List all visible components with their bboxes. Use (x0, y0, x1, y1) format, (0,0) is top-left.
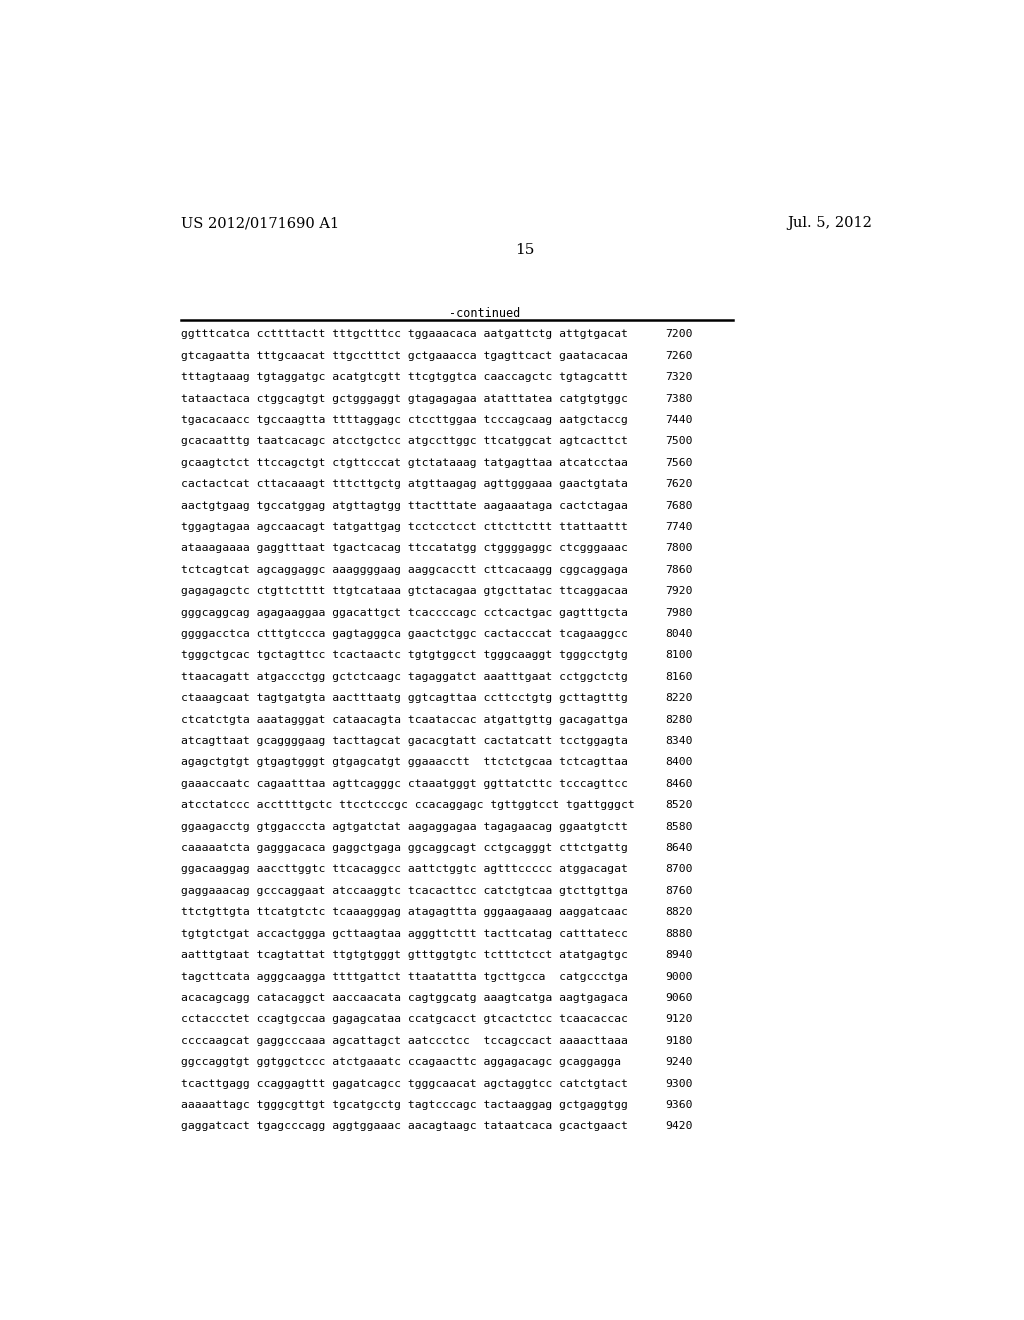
Text: 15: 15 (515, 243, 535, 257)
Text: 7620: 7620 (665, 479, 692, 490)
Text: tagcttcata agggcaagga ttttgattct ttaatattta tgcttgcca  catgccctga: tagcttcata agggcaagga ttttgattct ttaatat… (180, 972, 628, 982)
Text: 8460: 8460 (665, 779, 692, 789)
Text: gtcagaatta tttgcaacat ttgcctttct gctgaaacca tgagttcact gaatacacaa: gtcagaatta tttgcaacat ttgcctttct gctgaaa… (180, 351, 628, 360)
Text: US 2012/0171690 A1: US 2012/0171690 A1 (180, 216, 339, 230)
Text: 8340: 8340 (665, 737, 692, 746)
Text: 7740: 7740 (665, 521, 692, 532)
Text: tgacacaacc tgccaagtta ttttaggagc ctccttggaa tcccagcaag aatgctaccg: tgacacaacc tgccaagtta ttttaggagc ctccttg… (180, 414, 628, 425)
Text: 9180: 9180 (665, 1036, 692, 1045)
Text: agagctgtgt gtgagtgggt gtgagcatgt ggaaacctt  ttctctgcaa tctcagttaa: agagctgtgt gtgagtgggt gtgagcatgt ggaaacc… (180, 758, 628, 767)
Text: 8640: 8640 (665, 843, 692, 853)
Text: 7800: 7800 (665, 544, 692, 553)
Text: ttctgttgta ttcatgtctc tcaaagggag atagagttta gggaagaaag aaggatcaac: ttctgttgta ttcatgtctc tcaaagggag atagagt… (180, 907, 628, 917)
Text: ttaacagatt atgaccctgg gctctcaagc tagaggatct aaatttgaat cctggctctg: ttaacagatt atgaccctgg gctctcaagc tagagga… (180, 672, 628, 682)
Text: gagagagctc ctgttctttt ttgtcataaa gtctacagaa gtgcttatac ttcaggacaa: gagagagctc ctgttctttt ttgtcataaa gtctaca… (180, 586, 628, 597)
Text: 8580: 8580 (665, 821, 692, 832)
Text: 8280: 8280 (665, 714, 692, 725)
Text: caaaaatcta gagggacaca gaggctgaga ggcaggcagt cctgcagggt cttctgattg: caaaaatcta gagggacaca gaggctgaga ggcaggc… (180, 843, 628, 853)
Text: 7560: 7560 (665, 458, 692, 467)
Text: 7440: 7440 (665, 414, 692, 425)
Text: 7200: 7200 (665, 330, 692, 339)
Text: gaggatcact tgagcccagg aggtggaaac aacagtaagc tataatcaca gcactgaact: gaggatcact tgagcccagg aggtggaaac aacagta… (180, 1122, 628, 1131)
Text: acacagcagg catacaggct aaccaacata cagtggcatg aaagtcatga aagtgagaca: acacagcagg catacaggct aaccaacata cagtggc… (180, 993, 628, 1003)
Text: tggagtagaa agccaacagt tatgattgag tcctcctcct cttcttcttt ttattaattt: tggagtagaa agccaacagt tatgattgag tcctcct… (180, 521, 628, 532)
Text: ggtttcatca ccttttactt tttgctttcc tggaaacaca aatgattctg attgtgacat: ggtttcatca ccttttactt tttgctttcc tggaaac… (180, 330, 628, 339)
Text: 8100: 8100 (665, 651, 692, 660)
Text: 8940: 8940 (665, 950, 692, 960)
Text: atcagttaat gcaggggaag tacttagcat gacacgtatt cactatcatt tcctggagta: atcagttaat gcaggggaag tacttagcat gacacgt… (180, 737, 628, 746)
Text: 7320: 7320 (665, 372, 692, 383)
Text: ggggacctca ctttgtccca gagtagggca gaactctggc cactacccat tcagaaggcc: ggggacctca ctttgtccca gagtagggca gaactct… (180, 630, 628, 639)
Text: gcaagtctct ttccagctgt ctgttcccat gtctataaag tatgagttaa atcatcctaa: gcaagtctct ttccagctgt ctgttcccat gtctata… (180, 458, 628, 467)
Text: 7500: 7500 (665, 437, 692, 446)
Text: ctcatctgta aaatagggat cataacagta tcaataccac atgattgttg gacagattga: ctcatctgta aaatagggat cataacagta tcaatac… (180, 714, 628, 725)
Text: tctcagtcat agcaggaggc aaaggggaag aaggcacctt cttcacaagg cggcaggaga: tctcagtcat agcaggaggc aaaggggaag aaggcac… (180, 565, 628, 574)
Text: aaaaattagc tgggcgttgt tgcatgcctg tagtcccagc tactaaggag gctgaggtgg: aaaaattagc tgggcgttgt tgcatgcctg tagtccc… (180, 1100, 628, 1110)
Text: cactactcat cttacaaagt tttcttgctg atgttaagag agttgggaaa gaactgtata: cactactcat cttacaaagt tttcttgctg atgttaa… (180, 479, 628, 490)
Text: 8040: 8040 (665, 630, 692, 639)
Text: gaaaccaatc cagaatttaa agttcagggc ctaaatgggt ggttatcttc tcccagttcc: gaaaccaatc cagaatttaa agttcagggc ctaaatg… (180, 779, 628, 789)
Text: ggaagacctg gtggacccta agtgatctat aagaggagaa tagagaacag ggaatgtctt: ggaagacctg gtggacccta agtgatctat aagagga… (180, 821, 628, 832)
Text: 8880: 8880 (665, 929, 692, 939)
Text: 8520: 8520 (665, 800, 692, 810)
Text: 9000: 9000 (665, 972, 692, 982)
Text: aatttgtaat tcagtattat ttgtgtgggt gtttggtgtc tctttctcct atatgagtgc: aatttgtaat tcagtattat ttgtgtgggt gtttggt… (180, 950, 628, 960)
Text: 7860: 7860 (665, 565, 692, 574)
Text: gaggaaacag gcccaggaat atccaaggtc tcacacttcc catctgtcaa gtcttgttga: gaggaaacag gcccaggaat atccaaggtc tcacact… (180, 886, 628, 896)
Text: ctaaagcaat tagtgatgta aactttaatg ggtcagttaa ccttcctgtg gcttagtttg: ctaaagcaat tagtgatgta aactttaatg ggtcagt… (180, 693, 628, 704)
Text: 8160: 8160 (665, 672, 692, 682)
Text: gggcaggcag agagaaggaa ggacattgct tcaccccagc cctcactgac gagtttgcta: gggcaggcag agagaaggaa ggacattgct tcacccc… (180, 607, 628, 618)
Text: 7680: 7680 (665, 500, 692, 511)
Text: tgtgtctgat accactggga gcttaagtaa agggttcttt tacttcatag catttatecc: tgtgtctgat accactggga gcttaagtaa agggttc… (180, 929, 628, 939)
Text: tataactaca ctggcagtgt gctgggaggt gtagagagaa atatttatea catgtgtggc: tataactaca ctggcagtgt gctgggaggt gtagaga… (180, 393, 628, 404)
Text: -continued: -continued (449, 308, 520, 319)
Text: ggacaaggag aaccttggtc ttcacaggcc aattctggtc agtttccccc atggacagat: ggacaaggag aaccttggtc ttcacaggcc aattctg… (180, 865, 628, 874)
Text: 9300: 9300 (665, 1078, 692, 1089)
Text: 7380: 7380 (665, 393, 692, 404)
Text: ataaagaaaa gaggtttaat tgactcacag ttccatatgg ctggggaggc ctcgggaaac: ataaagaaaa gaggtttaat tgactcacag ttccata… (180, 544, 628, 553)
Text: Jul. 5, 2012: Jul. 5, 2012 (787, 216, 872, 230)
Text: 7920: 7920 (665, 586, 692, 597)
Text: 8220: 8220 (665, 693, 692, 704)
Text: ccccaagcat gaggcccaaa agcattagct aatccctcc  tccagccact aaaacttaaa: ccccaagcat gaggcccaaa agcattagct aatccct… (180, 1036, 628, 1045)
Text: atcctatccc accttttgctc ttcctcccgc ccacaggagc tgttggtcct tgattgggct: atcctatccc accttttgctc ttcctcccgc ccacag… (180, 800, 635, 810)
Text: 7260: 7260 (665, 351, 692, 360)
Text: tttagtaaag tgtaggatgc acatgtcgtt ttcgtggtca caaccagctc tgtagcattt: tttagtaaag tgtaggatgc acatgtcgtt ttcgtgg… (180, 372, 628, 383)
Text: 9360: 9360 (665, 1100, 692, 1110)
Text: 7980: 7980 (665, 607, 692, 618)
Text: 9060: 9060 (665, 993, 692, 1003)
Text: tgggctgcac tgctagttcc tcactaactc tgtgtggcct tgggcaaggt tgggcctgtg: tgggctgcac tgctagttcc tcactaactc tgtgtgg… (180, 651, 628, 660)
Text: ggccaggtgt ggtggctccc atctgaaatc ccagaacttc aggagacagc gcaggagga: ggccaggtgt ggtggctccc atctgaaatc ccagaac… (180, 1057, 621, 1067)
Text: 8700: 8700 (665, 865, 692, 874)
Text: 8820: 8820 (665, 907, 692, 917)
Text: aactgtgaag tgccatggag atgttagtgg ttactttate aagaaataga cactctagaa: aactgtgaag tgccatggag atgttagtgg ttacttt… (180, 500, 628, 511)
Text: 9420: 9420 (665, 1122, 692, 1131)
Text: gcacaatttg taatcacagc atcctgctcc atgccttggc ttcatggcat agtcacttct: gcacaatttg taatcacagc atcctgctcc atgcctt… (180, 437, 628, 446)
Text: tcacttgagg ccaggagttt gagatcagcc tgggcaacat agctaggtcc catctgtact: tcacttgagg ccaggagttt gagatcagcc tgggcaa… (180, 1078, 628, 1089)
Text: 8400: 8400 (665, 758, 692, 767)
Text: 9120: 9120 (665, 1014, 692, 1024)
Text: 8760: 8760 (665, 886, 692, 896)
Text: cctaccctet ccagtgccaa gagagcataa ccatgcacct gtcactctcc tcaacaccac: cctaccctet ccagtgccaa gagagcataa ccatgca… (180, 1014, 628, 1024)
Text: 9240: 9240 (665, 1057, 692, 1067)
